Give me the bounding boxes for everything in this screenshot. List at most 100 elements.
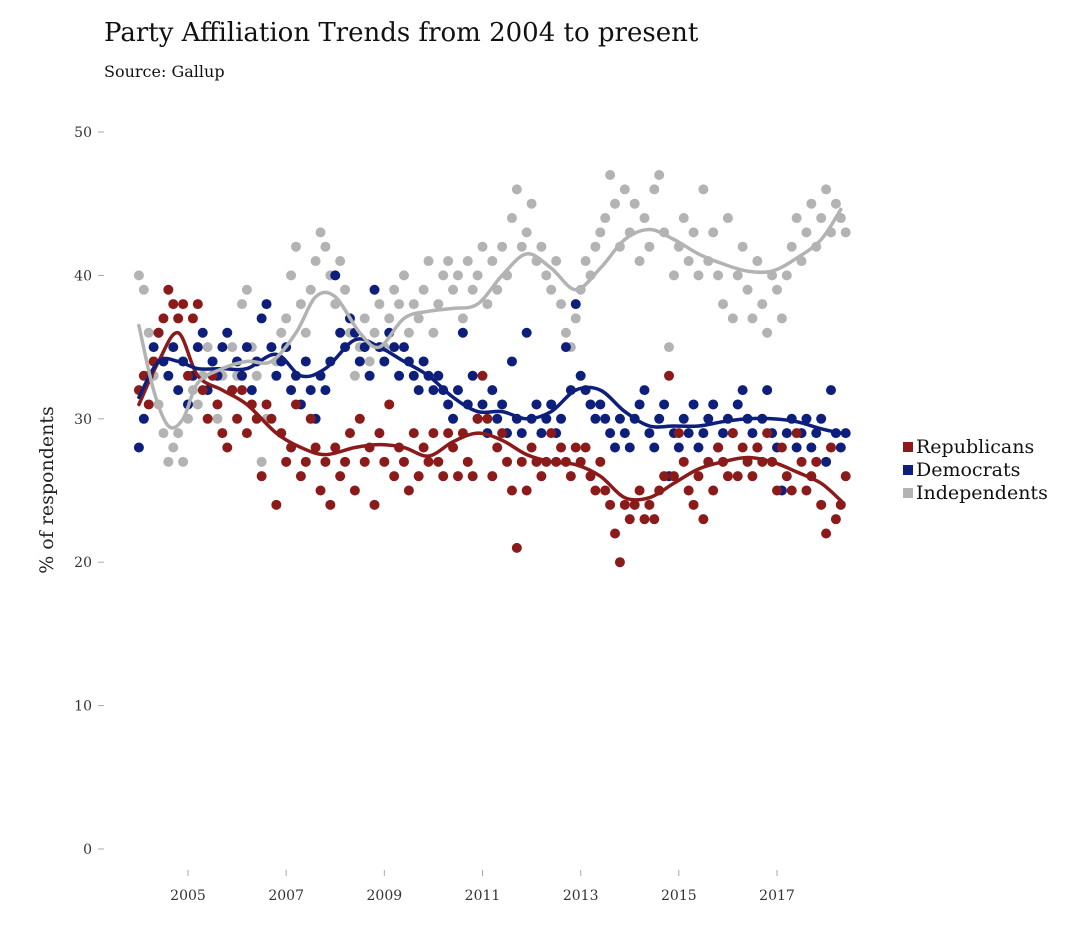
republicans-point bbox=[649, 514, 660, 525]
democrats-trend-line bbox=[137, 337, 843, 435]
independents-point bbox=[511, 184, 522, 195]
independents-point bbox=[403, 327, 414, 338]
republicans-point bbox=[369, 499, 380, 510]
republicans-point bbox=[556, 442, 567, 453]
democrats-point bbox=[781, 428, 792, 439]
democrats-point bbox=[335, 327, 346, 338]
independents-point bbox=[241, 284, 252, 295]
independents-point bbox=[472, 270, 483, 281]
democrats-point bbox=[536, 428, 547, 439]
independents-point bbox=[693, 270, 704, 281]
democrats-point bbox=[222, 327, 233, 338]
republicans-point bbox=[786, 485, 797, 496]
democrats-point bbox=[840, 428, 851, 439]
independents-point bbox=[664, 342, 675, 353]
independents-point bbox=[457, 313, 468, 324]
independents-point bbox=[752, 256, 763, 267]
democrats-point bbox=[605, 428, 616, 439]
republicans-point bbox=[408, 428, 419, 439]
democrats-point bbox=[173, 385, 184, 396]
independents-point bbox=[477, 241, 488, 252]
independents-point bbox=[747, 313, 758, 324]
republicans-point bbox=[212, 399, 223, 410]
democrats-point bbox=[703, 413, 714, 424]
independents-point bbox=[521, 227, 532, 238]
democrats-point bbox=[585, 399, 596, 410]
republicans-point bbox=[781, 471, 792, 482]
independents-point bbox=[138, 284, 149, 295]
democrats-point bbox=[457, 327, 468, 338]
democrats-legend-swatch bbox=[903, 465, 913, 475]
republicans-point bbox=[698, 514, 709, 525]
independents-point bbox=[340, 284, 351, 295]
independents-point bbox=[786, 241, 797, 252]
independents-point bbox=[590, 241, 601, 252]
independents-point bbox=[295, 299, 306, 310]
democrats-point bbox=[428, 385, 439, 396]
republicans-point bbox=[163, 284, 174, 295]
democrats-point bbox=[747, 428, 758, 439]
independents-point bbox=[546, 284, 557, 295]
y-tick-label: 20 bbox=[74, 555, 92, 571]
republicans-point bbox=[492, 442, 503, 453]
independents-point bbox=[433, 299, 444, 310]
democrats-point bbox=[737, 385, 748, 396]
democrats-point bbox=[816, 413, 827, 424]
republicans-point bbox=[688, 499, 699, 510]
republicans-point bbox=[389, 471, 400, 482]
independents-point bbox=[639, 213, 650, 224]
democrats-point bbox=[300, 356, 311, 367]
democrats-point bbox=[806, 442, 817, 453]
democrats-point bbox=[801, 413, 812, 424]
independents-point bbox=[580, 256, 591, 267]
republicans-point bbox=[438, 471, 449, 482]
independents-point bbox=[801, 227, 812, 238]
independents-point bbox=[605, 170, 616, 181]
republicans-point bbox=[472, 413, 483, 424]
democrats-point bbox=[678, 413, 689, 424]
republicans-point bbox=[178, 299, 189, 310]
independents-point bbox=[133, 270, 144, 281]
republicans-point bbox=[610, 528, 621, 539]
independents-point bbox=[173, 428, 184, 439]
democrats-point bbox=[649, 442, 660, 453]
independents-point bbox=[384, 313, 395, 324]
democrats-point bbox=[614, 413, 625, 424]
republicans-point bbox=[511, 542, 522, 553]
republicans-point bbox=[374, 428, 385, 439]
democrats-point bbox=[610, 442, 621, 453]
independents-point bbox=[668, 270, 679, 281]
republicans-point bbox=[737, 442, 748, 453]
republicans-point bbox=[320, 456, 331, 467]
independents-point bbox=[600, 213, 611, 224]
democrats-point bbox=[531, 399, 542, 410]
x-tick-label: 2017 bbox=[759, 888, 795, 904]
democrats-point bbox=[590, 413, 601, 424]
y-axis: 0 10 20 30 40 50 bbox=[74, 125, 104, 858]
x-tick-label: 2013 bbox=[563, 888, 599, 904]
democrats-point bbox=[266, 342, 277, 353]
x-tick-label: 2007 bbox=[268, 888, 304, 904]
republicans-point bbox=[330, 442, 341, 453]
independents-point bbox=[516, 241, 527, 252]
independents-point bbox=[595, 227, 606, 238]
democrats-point bbox=[443, 399, 454, 410]
republicans-point bbox=[379, 456, 390, 467]
democrats-point bbox=[477, 399, 488, 410]
democrats-point bbox=[560, 342, 571, 353]
republicans-point bbox=[713, 442, 724, 453]
democrats-point bbox=[408, 370, 419, 381]
republicans-point bbox=[664, 370, 675, 381]
democrats-point bbox=[659, 399, 670, 410]
independents-point bbox=[482, 299, 493, 310]
independents-point bbox=[649, 184, 660, 195]
democrats-point bbox=[708, 399, 719, 410]
independents-point bbox=[443, 256, 454, 267]
republicans-point bbox=[281, 456, 292, 467]
democrats-legend-label: Democrats bbox=[916, 459, 1020, 481]
independents-point bbox=[678, 213, 689, 224]
independents-point bbox=[163, 456, 174, 467]
democrats-point bbox=[654, 413, 665, 424]
